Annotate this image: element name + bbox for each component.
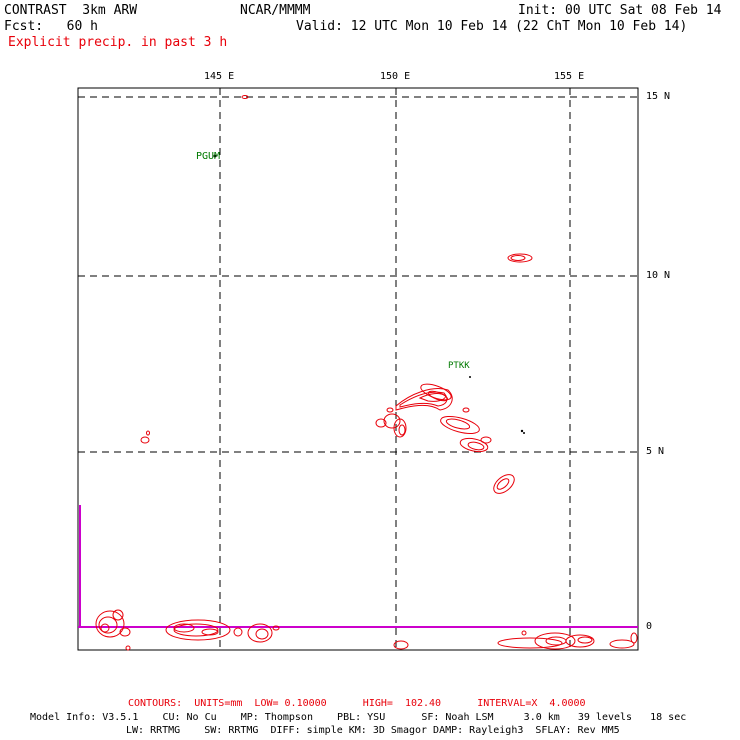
contour-cluster-equator bbox=[95, 609, 638, 651]
lon-label-150e: 150 E bbox=[380, 71, 411, 82]
contour-cluster-central bbox=[140, 253, 533, 494]
lat-label-15n: 15 N bbox=[646, 91, 671, 102]
model-title: CONTRAST 3km ARW bbox=[4, 3, 138, 18]
map-frame bbox=[77, 87, 639, 651]
lon-label-145e: 145 E bbox=[204, 71, 235, 82]
lat-label-equator: 0 bbox=[646, 621, 653, 632]
model-info-line-2: LW: RRTMG SW: RRTMG DIFF: simple KM: 3D … bbox=[126, 725, 620, 736]
field-title: Explicit precip. in past 3 h bbox=[8, 35, 228, 50]
model-info-line-1: Model Info: V3.5.1 CU: No Cu MP: Thompso… bbox=[30, 712, 687, 723]
lon-label-155e: 155 E bbox=[554, 71, 585, 82]
precip-contours bbox=[95, 95, 638, 651]
lat-label-5n: 5 N bbox=[646, 446, 665, 457]
station-ptkk: PTKK bbox=[448, 361, 470, 371]
graticule bbox=[78, 88, 638, 650]
island-marks bbox=[213, 154, 525, 434]
lat-label-10n: 10 N bbox=[646, 270, 671, 281]
station-pgum: PGUM bbox=[196, 151, 221, 162]
organization: NCAR/MMMM bbox=[240, 3, 311, 18]
contour-north bbox=[241, 95, 249, 99]
forecast-hour: Fcst: 60 h bbox=[4, 19, 98, 34]
valid-time: Valid: 12 UTC Mon 10 Feb 14 (22 ChT Mon … bbox=[296, 19, 688, 34]
init-time: Init: 00 UTC Sat 08 Feb 14 bbox=[518, 3, 722, 18]
contour-info: CONTOURS: UNITS=mm LOW= 0.10000 HIGH= 10… bbox=[128, 698, 586, 709]
